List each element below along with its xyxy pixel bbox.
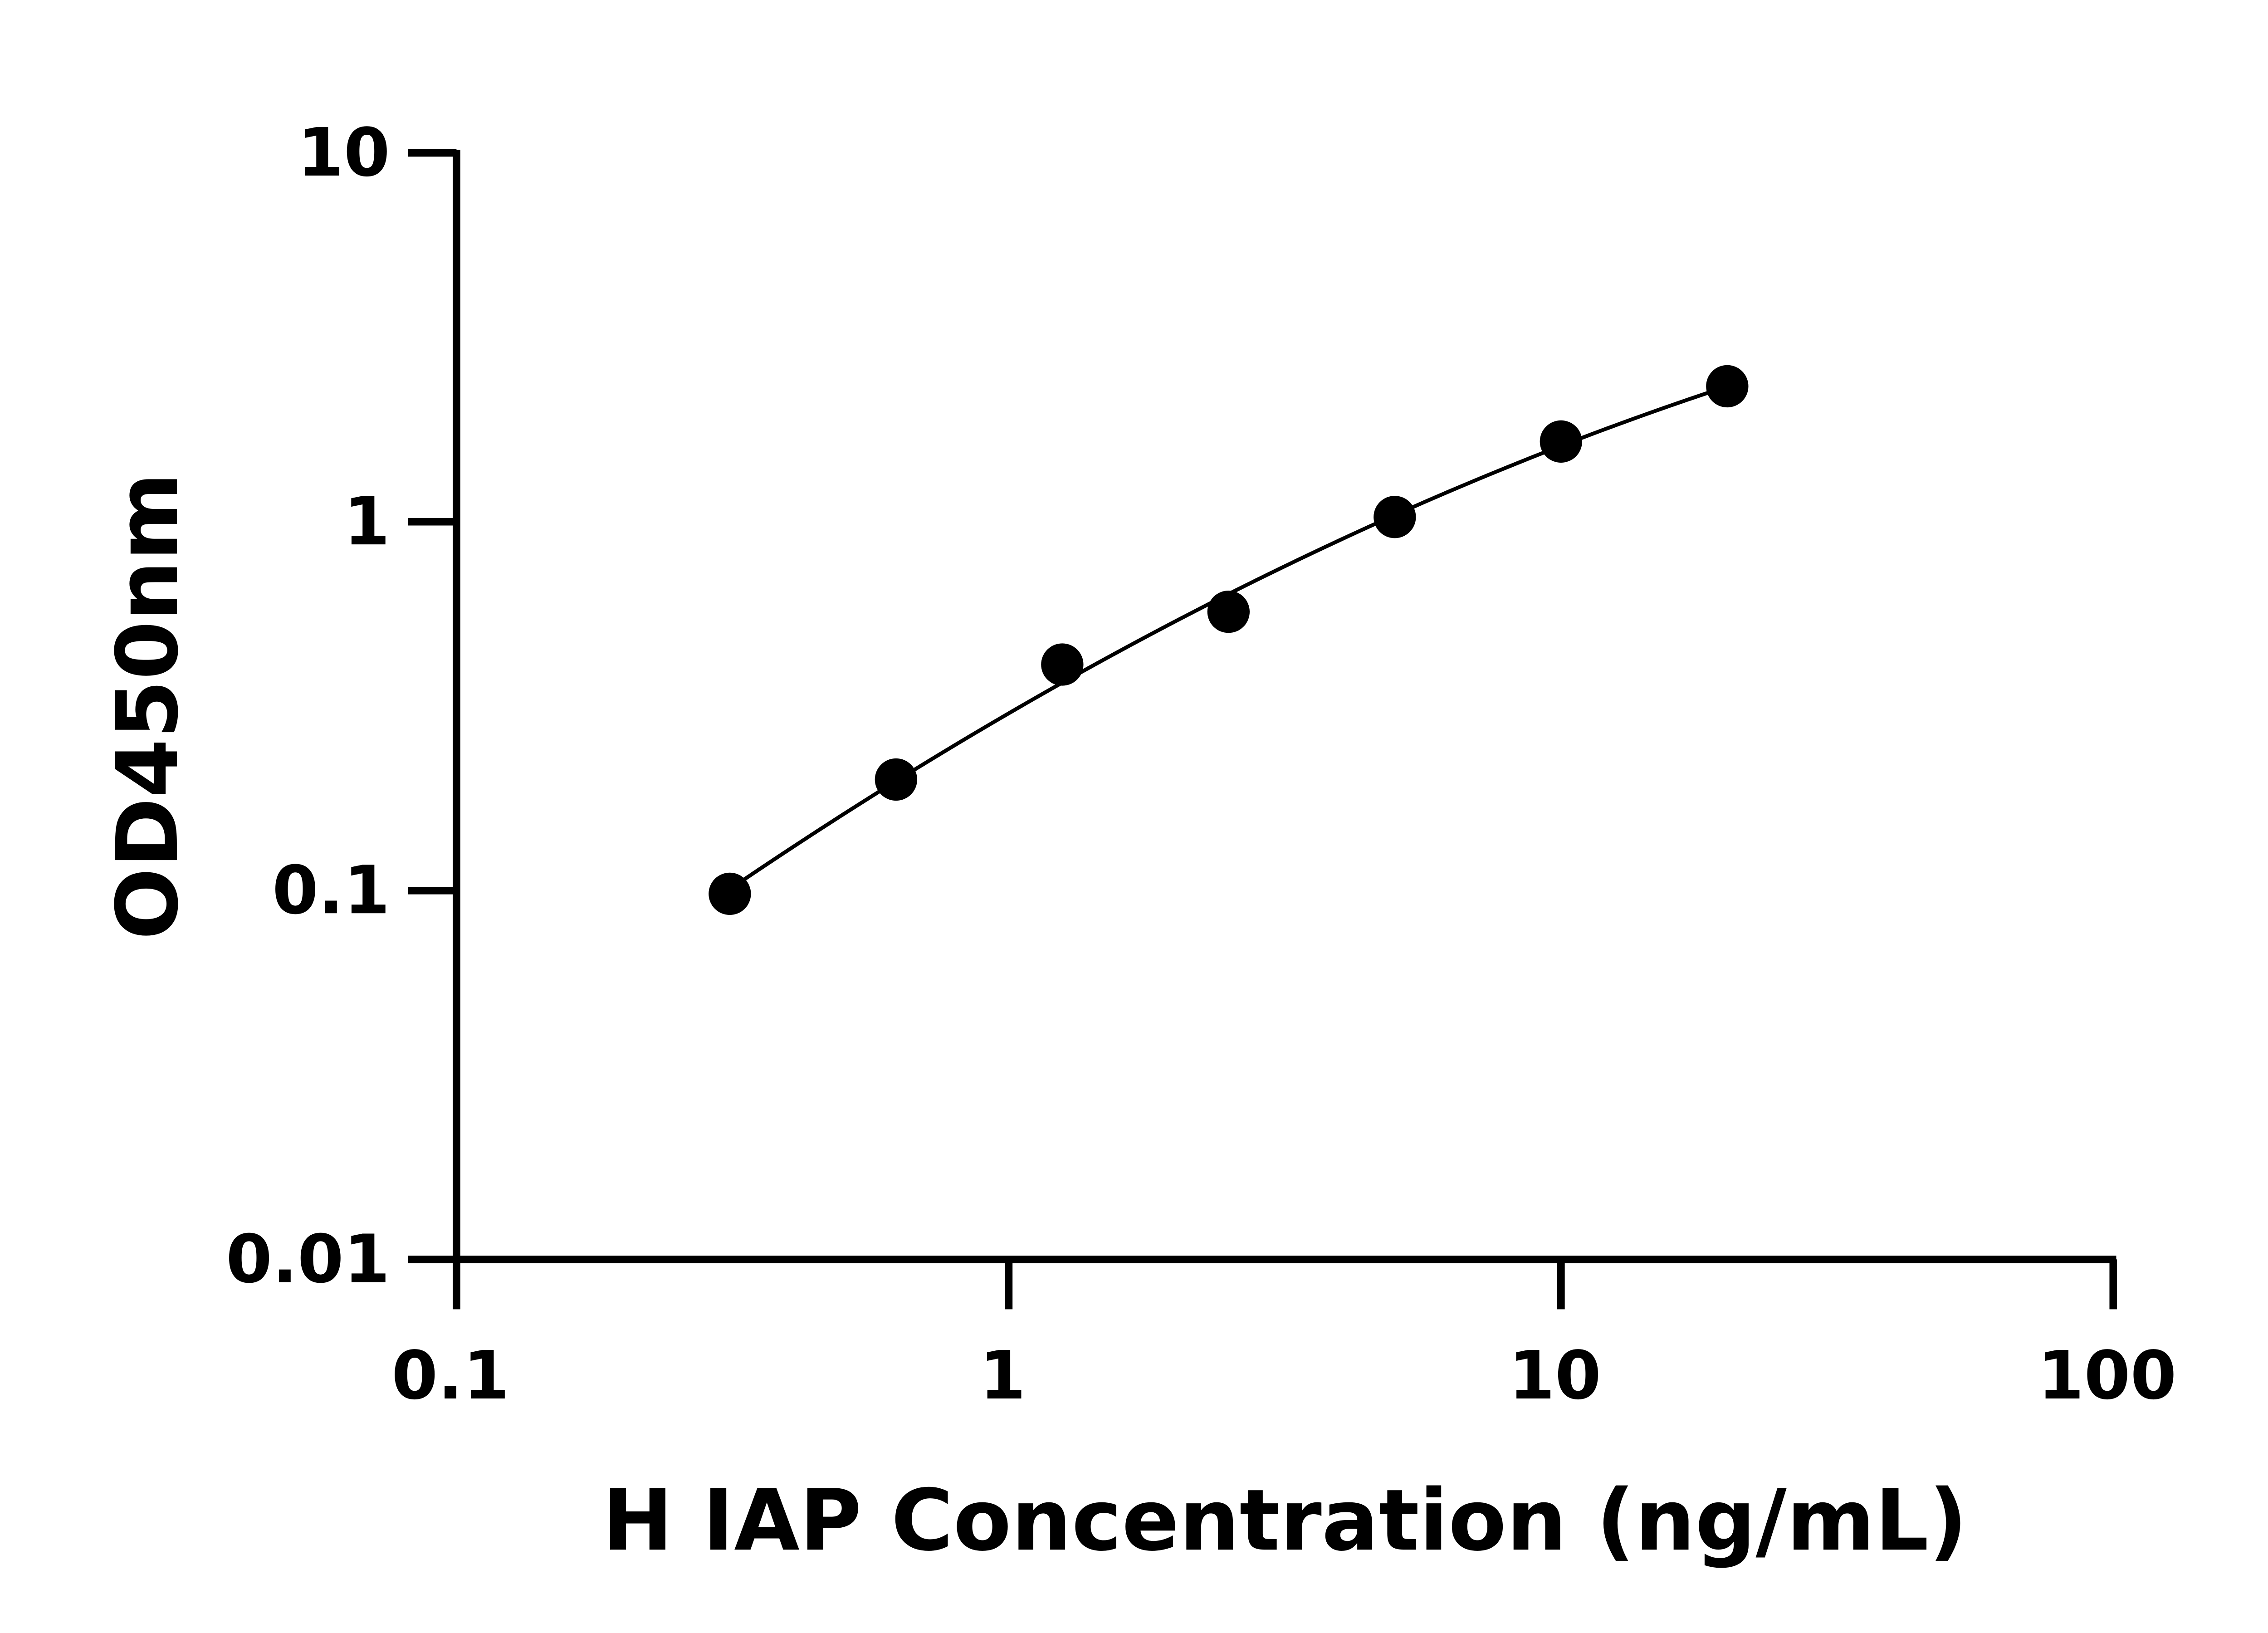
data-point <box>1706 365 1749 408</box>
data-point <box>1374 496 1416 538</box>
y-tick-label: 0.01 <box>226 1220 390 1298</box>
fit-curve <box>728 384 1728 891</box>
x-tick-label: 10 <box>1509 1337 1601 1414</box>
data-point <box>1540 420 1582 463</box>
axes <box>453 150 2116 1263</box>
x-axis-label: H IAP Concentration (ng/mL) <box>602 1472 1968 1570</box>
data-point <box>709 872 751 915</box>
data-point <box>875 758 918 801</box>
x-tick-label: 100 <box>2038 1337 2176 1414</box>
data-point <box>1041 643 1084 686</box>
y-tick-label: 0.1 <box>272 851 390 929</box>
y-tick-label: 1 <box>344 483 390 560</box>
x-tick-label: 1 <box>980 1337 1026 1414</box>
y-axis-label: OD450nm <box>99 473 197 940</box>
x-tick-label: 0.1 <box>391 1337 509 1414</box>
data-point <box>1207 591 1250 633</box>
y-tick-label: 10 <box>298 114 390 191</box>
